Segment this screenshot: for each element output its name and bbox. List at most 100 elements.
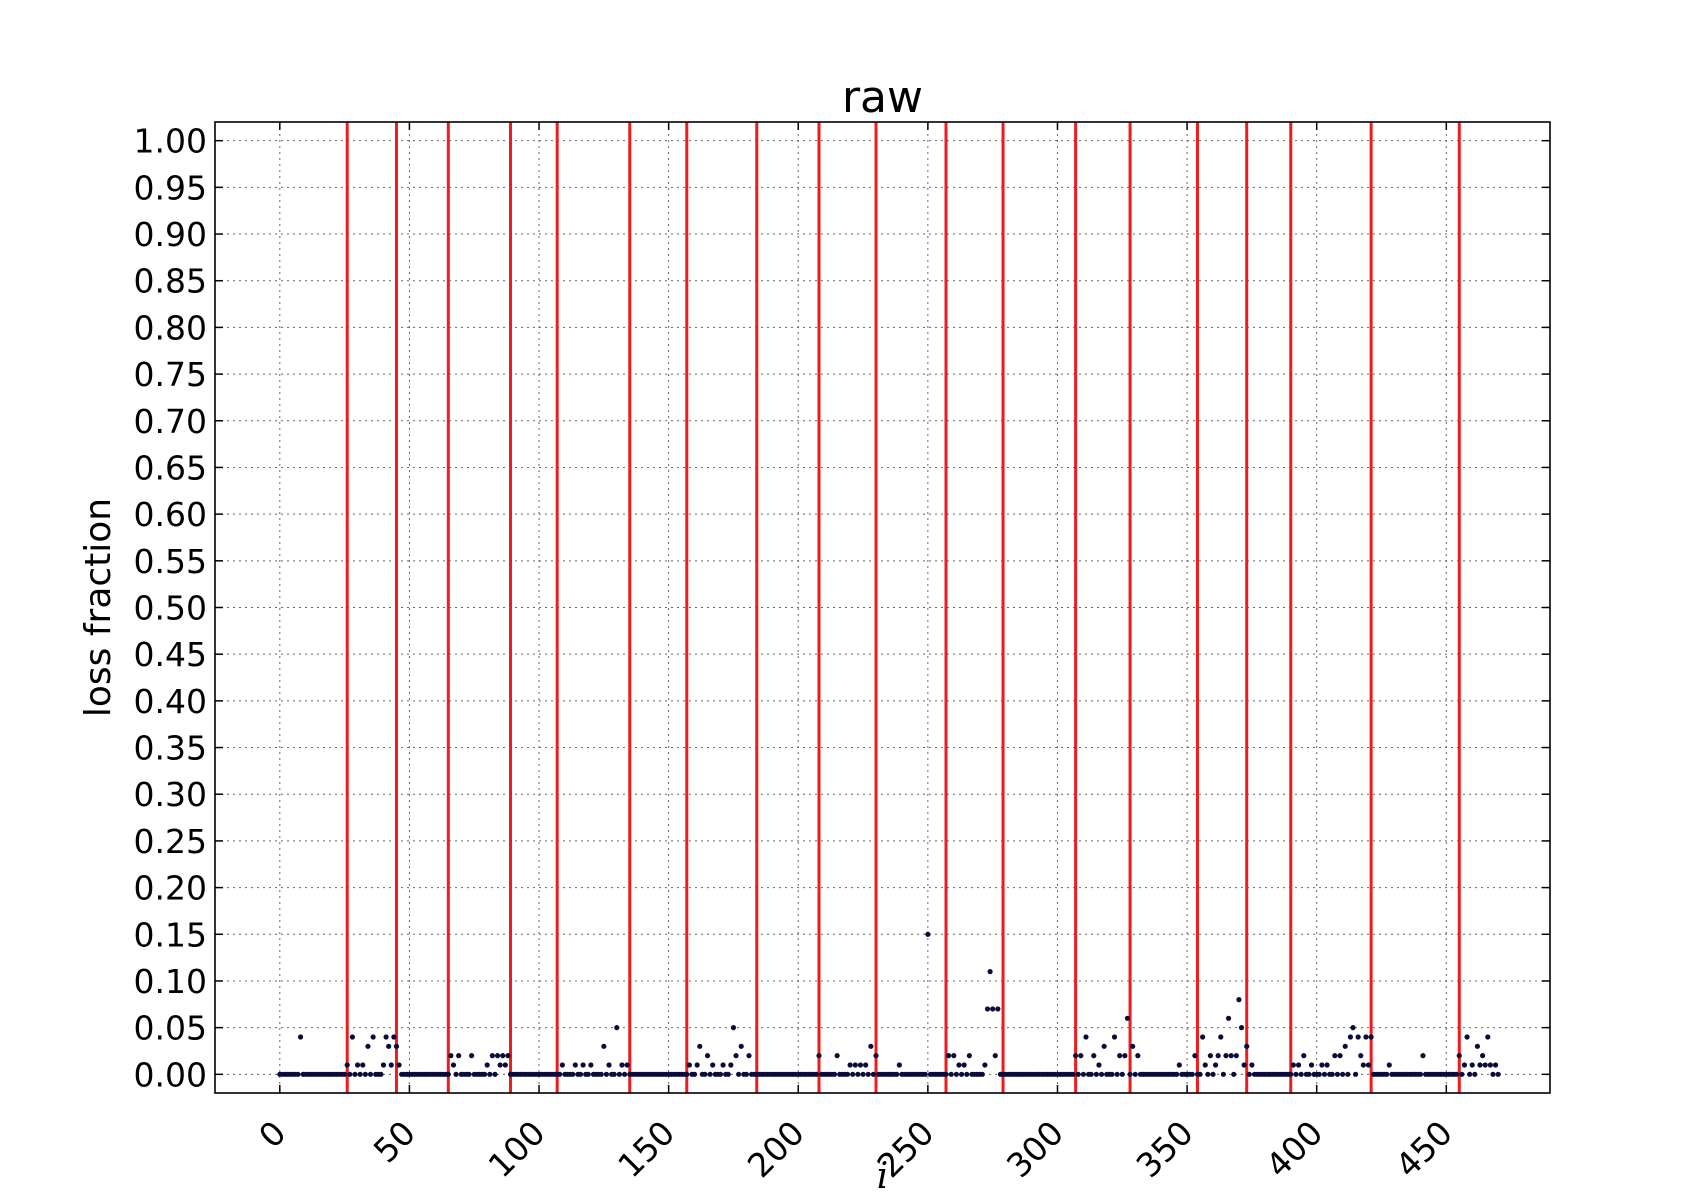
data-point bbox=[1308, 1062, 1315, 1068]
data-point bbox=[502, 1062, 508, 1068]
data-point bbox=[1342, 1043, 1348, 1049]
data-point bbox=[868, 1043, 874, 1049]
data-point bbox=[1480, 1053, 1486, 1059]
data-point bbox=[380, 1062, 387, 1068]
data-point bbox=[1355, 1034, 1361, 1040]
data-point bbox=[1119, 1071, 1125, 1077]
y-tick-label: 0.90 bbox=[134, 215, 207, 254]
data-point bbox=[1306, 1071, 1312, 1077]
y-tick-label: 0.15 bbox=[134, 915, 207, 954]
y-tick-label: 0.30 bbox=[134, 775, 207, 814]
data-point bbox=[580, 1062, 586, 1068]
data-point bbox=[1093, 1071, 1099, 1077]
data-point bbox=[1070, 1071, 1076, 1077]
data-point bbox=[1358, 1053, 1364, 1059]
data-point bbox=[1495, 1071, 1501, 1077]
data-point bbox=[367, 1071, 374, 1077]
y-tick-label: 0.70 bbox=[134, 402, 207, 441]
data-point bbox=[1218, 1034, 1224, 1040]
data-point bbox=[946, 1053, 952, 1059]
y-tick-label: 0.40 bbox=[134, 682, 207, 721]
data-point bbox=[964, 1071, 970, 1077]
x-axis-label: i bbox=[877, 1156, 889, 1197]
data-point bbox=[1345, 1071, 1351, 1077]
data-point bbox=[1467, 1071, 1473, 1077]
data-point bbox=[1223, 1053, 1229, 1059]
data-point bbox=[1290, 1062, 1296, 1068]
data-point bbox=[352, 1071, 358, 1077]
data-point bbox=[388, 1062, 394, 1068]
data-point bbox=[492, 1071, 498, 1077]
data-point bbox=[1200, 1034, 1206, 1040]
data-point bbox=[1249, 1062, 1255, 1068]
y-tick-label: 0.95 bbox=[134, 168, 207, 207]
data-point bbox=[1078, 1053, 1084, 1059]
data-point bbox=[295, 1071, 301, 1077]
chart-title: raw bbox=[842, 72, 923, 123]
data-point bbox=[847, 1062, 853, 1068]
data-point bbox=[393, 1043, 400, 1049]
data-point bbox=[894, 1071, 900, 1077]
data-point bbox=[704, 1053, 711, 1059]
data-point bbox=[725, 1071, 731, 1077]
data-point bbox=[456, 1053, 462, 1059]
data-point bbox=[1420, 1053, 1426, 1059]
y-axis-label: loss fraction bbox=[78, 498, 119, 717]
data-point bbox=[1340, 1071, 1346, 1077]
y-tick-label: 0.50 bbox=[134, 589, 207, 628]
x-tick-label: 150 bbox=[610, 1113, 682, 1185]
data-point bbox=[1454, 1071, 1460, 1077]
data-point bbox=[1096, 1062, 1102, 1068]
data-point bbox=[1130, 1043, 1136, 1049]
grid-layer bbox=[215, 122, 1550, 1093]
data-point bbox=[1192, 1053, 1198, 1059]
y-tick-label: 0.05 bbox=[134, 1009, 207, 1048]
data-point bbox=[733, 1053, 739, 1059]
data-point bbox=[1332, 1053, 1338, 1059]
data-point bbox=[684, 1071, 690, 1077]
data-point bbox=[979, 1071, 985, 1077]
y-tick-label: 0.60 bbox=[134, 495, 207, 534]
data-point bbox=[961, 1062, 967, 1068]
x-tick-label: 200 bbox=[740, 1113, 812, 1185]
data-point bbox=[691, 1071, 698, 1077]
data-point bbox=[489, 1053, 495, 1059]
data-point bbox=[1241, 1062, 1247, 1068]
data-point bbox=[487, 1071, 493, 1077]
data-point bbox=[697, 1043, 703, 1049]
data-point bbox=[873, 1053, 879, 1059]
data-point bbox=[1472, 1071, 1478, 1077]
data-point bbox=[1124, 1015, 1131, 1021]
data-point bbox=[1316, 1071, 1322, 1077]
data-point bbox=[453, 1071, 459, 1077]
data-point bbox=[624, 1062, 630, 1068]
data-point bbox=[1459, 1071, 1465, 1077]
data-point bbox=[736, 1071, 742, 1077]
data-point bbox=[1088, 1071, 1094, 1077]
data-point bbox=[870, 1071, 877, 1077]
data-point bbox=[743, 1071, 750, 1077]
data-point bbox=[1363, 1034, 1369, 1040]
data-point bbox=[813, 1071, 819, 1077]
data-point bbox=[365, 1043, 371, 1049]
data-point bbox=[497, 1062, 503, 1068]
data-point bbox=[1347, 1034, 1353, 1040]
data-point bbox=[1492, 1062, 1499, 1068]
vertical-lines bbox=[345, 122, 1461, 1093]
data-point bbox=[1469, 1062, 1475, 1068]
x-tick-label: 400 bbox=[1258, 1113, 1330, 1185]
data-point bbox=[1485, 1034, 1491, 1040]
data-point bbox=[391, 1034, 397, 1040]
data-point bbox=[378, 1071, 384, 1077]
data-point bbox=[855, 1071, 861, 1077]
data-point bbox=[1197, 1071, 1203, 1077]
data-point bbox=[1073, 1053, 1079, 1059]
data-point bbox=[1213, 1062, 1219, 1068]
data-point bbox=[860, 1071, 866, 1077]
data-point bbox=[445, 1071, 451, 1077]
data-point bbox=[1295, 1062, 1302, 1068]
y-tick-label: 0.75 bbox=[134, 355, 207, 394]
data-point bbox=[1244, 1043, 1250, 1049]
data-point bbox=[951, 1053, 957, 1059]
data-point bbox=[1384, 1071, 1390, 1077]
